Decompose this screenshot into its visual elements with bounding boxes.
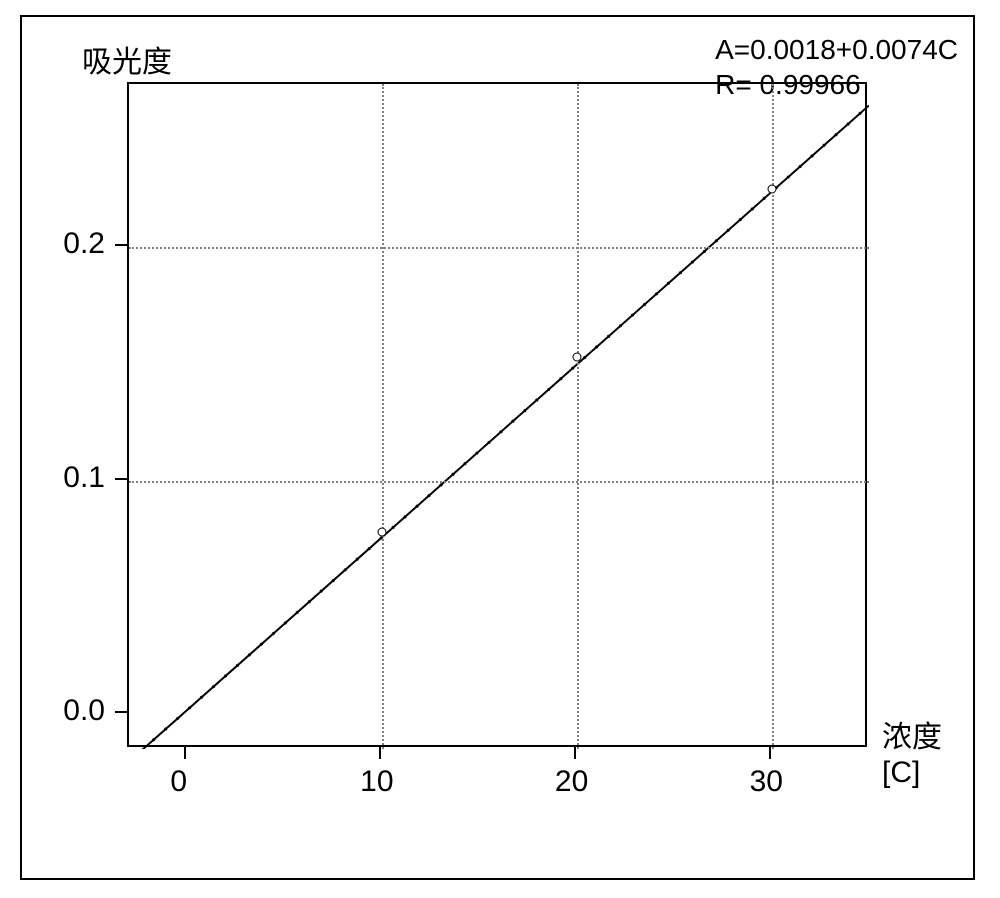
grid-horizontal <box>129 481 869 483</box>
regression-line-svg <box>129 84 869 749</box>
x-tick-label: 10 <box>360 765 393 799</box>
x-tick <box>769 747 771 759</box>
regression-line <box>129 105 869 749</box>
grid-horizontal <box>129 247 869 249</box>
y-tick <box>115 244 127 246</box>
y-tick <box>115 478 127 480</box>
x-tick-label: 30 <box>750 765 783 799</box>
data-point <box>378 528 387 537</box>
x-tick <box>184 747 186 759</box>
x-tick <box>379 747 381 759</box>
x-tick <box>574 747 576 759</box>
y-tick-label: 0.1 <box>63 461 105 495</box>
y-tick-label: 0.2 <box>63 227 105 261</box>
x-axis-title: 浓度[C] <box>882 712 973 790</box>
grid-vertical <box>382 84 384 749</box>
plot-area <box>127 82 867 747</box>
x-tick-label: 20 <box>555 765 588 799</box>
regression-line-dots <box>129 105 869 749</box>
chart-frame: 吸光度 A=0.0018+0.0074C R= 0.99966 浓度[C] 01… <box>20 15 975 880</box>
y-tick-label: 0.0 <box>63 694 105 728</box>
grid-vertical <box>577 84 579 749</box>
y-tick <box>115 711 127 713</box>
data-point <box>572 353 581 362</box>
y-axis-title: 吸光度 <box>82 37 172 81</box>
x-tick-label: 0 <box>170 765 187 799</box>
data-point <box>767 185 776 194</box>
equation-line1: A=0.0018+0.0074C <box>715 32 958 67</box>
